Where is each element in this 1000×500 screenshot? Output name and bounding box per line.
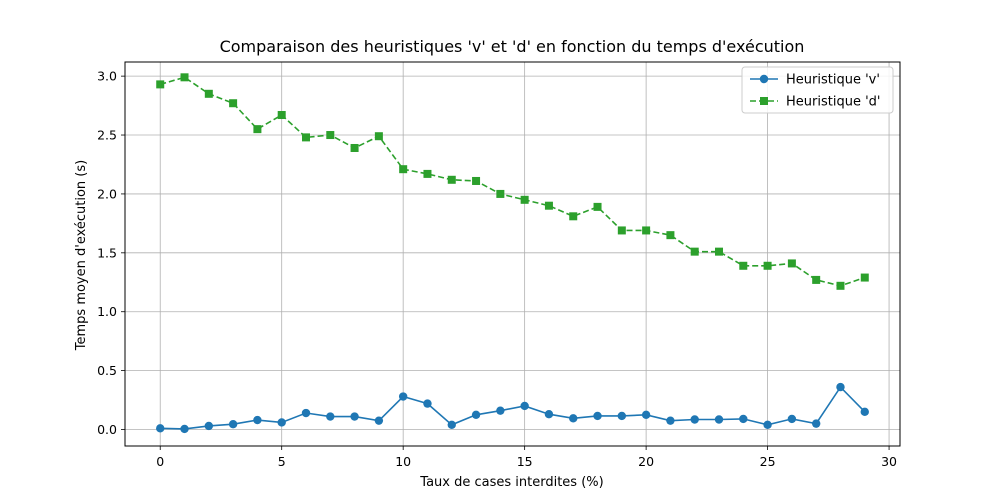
series-2-point: [229, 99, 238, 108]
series-1-point: [666, 416, 675, 425]
series-2-point: [642, 226, 651, 235]
series-1-point: [204, 421, 214, 431]
series-1-point: [253, 415, 262, 425]
series-2-point: [180, 73, 189, 82]
series-1-point: [496, 406, 505, 415]
x-tick-label: 10: [395, 454, 411, 469]
series-2-point: [496, 189, 505, 198]
series-1-point: [787, 414, 797, 424]
series-1-point: [544, 409, 554, 419]
plot-frame: [124, 61, 901, 447]
series-2-point: [156, 80, 165, 89]
axis-ticks: 0 5 10 15 20 25 30 0.0 0.5 1.0 1.5 2.0 2.5 3.0: [97, 69, 897, 469]
y-tick-label: 2.5: [97, 128, 117, 143]
x-axis-label: Taux de cases interdites (%): [419, 475, 603, 490]
series-2-point: [593, 202, 602, 211]
series-2-point: [763, 261, 772, 270]
series-2-point: [326, 131, 335, 140]
series-1-point: [180, 424, 189, 434]
grid-lines: [125, 62, 900, 446]
x-tick-label: 25: [760, 454, 776, 469]
series-1-point: [447, 420, 456, 429]
plot-area: 0 5 10 15 20 25 30 0.0 0.5 1.0 1.5 2.0 2.5 3.0: [97, 61, 901, 469]
series-2-point: [447, 175, 456, 184]
series-2-point: [690, 247, 699, 256]
series-1-point: [156, 424, 165, 433]
series-1-point: [350, 412, 359, 421]
series-2-point: [569, 212, 578, 221]
series-2-point: [739, 261, 748, 270]
series-2-point: [520, 195, 529, 204]
series-1-point: [520, 401, 529, 411]
x-tick-label: 30: [881, 454, 897, 469]
y-tick-label: 1.0: [97, 304, 117, 319]
legend-box: [741, 66, 894, 114]
series-1-point: [277, 418, 286, 427]
series-2-point: [472, 176, 481, 185]
series-2-point: [812, 275, 821, 284]
series-1-point: [763, 420, 772, 429]
series-1-point: [301, 408, 311, 418]
series-2-point: [787, 259, 796, 268]
series-2-point: [423, 169, 432, 178]
series-1-point: [326, 412, 335, 421]
x-tick-label: 0: [156, 454, 164, 469]
series-2-point: [544, 201, 553, 210]
series-2-point: [253, 125, 262, 134]
series-layer: [156, 73, 869, 434]
x-tick-label: 15: [517, 454, 533, 469]
series-line-2: [160, 76, 866, 287]
series-1-point: [471, 410, 481, 419]
chart-title: Comparaison des heuristiques 'v' et 'd' …: [220, 37, 805, 56]
series-1-point: [811, 419, 821, 428]
series-2-point: [666, 231, 675, 240]
series-1-point: [374, 416, 384, 425]
series-2-point: [715, 247, 724, 256]
y-tick-label: 0.0: [97, 422, 117, 437]
legend-marker-2: [760, 97, 768, 105]
x-tick-label: 5: [278, 454, 286, 469]
series-1-point: [228, 420, 238, 429]
legend-marker-1: [759, 74, 769, 84]
legend: Heuristique 'v' Heuristique 'd': [741, 66, 894, 114]
series-2-point: [860, 273, 869, 282]
x-tick-label: 20: [638, 454, 654, 469]
y-tick-label: 0.5: [97, 363, 117, 378]
y-axis-label: Temps moyen d'exécution (s): [74, 160, 89, 351]
series-1-point: [836, 382, 845, 392]
series-2-point: [277, 111, 286, 120]
series-2-point: [204, 89, 213, 98]
series-2-point: [301, 133, 310, 142]
series-2-point: [374, 132, 383, 141]
series-2-point: [350, 143, 359, 152]
legend-label-1: Heuristique 'v': [786, 73, 880, 88]
series-2-point: [836, 281, 845, 290]
series-1-point: [398, 392, 408, 401]
series-1-point: [569, 414, 578, 423]
y-tick-label: 2.0: [97, 186, 117, 201]
series-1-point: [714, 415, 724, 424]
series-2-point: [399, 165, 408, 174]
plot-background: [125, 62, 900, 446]
series-1-point: [860, 407, 869, 417]
series-2-point: [617, 226, 626, 235]
series-1-point: [593, 411, 602, 421]
y-tick-label: 3.0: [97, 69, 117, 84]
legend-label-2: Heuristique 'd': [786, 95, 880, 110]
series-1-point: [690, 415, 699, 424]
series-1-point: [641, 410, 651, 419]
y-tick-label: 1.5: [97, 245, 117, 260]
series-1-point: [423, 399, 432, 408]
series-1-point: [617, 411, 627, 421]
series-1-point: [739, 414, 748, 424]
